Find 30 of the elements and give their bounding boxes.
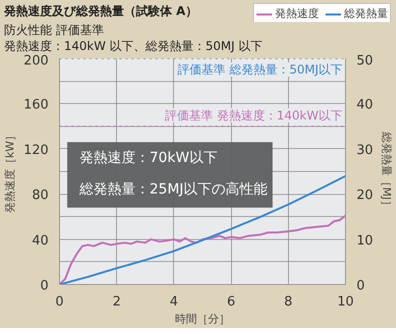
x-tick-label: 8	[284, 294, 292, 310]
x-tick-label: 2	[112, 294, 121, 310]
y-axis-title: 発熱速度［kW］	[4, 130, 17, 214]
annotation: 総発熱量：25MJ以下の高性能	[78, 182, 268, 198]
ref-line-label: 評価基準 発熱速度：140kW以下	[164, 108, 343, 122]
ref-line-label: 評価基準 総発熱量：50MJ以下	[178, 62, 343, 76]
y-tick-label: 200	[24, 54, 49, 68]
y2-tick-label: 50	[356, 54, 374, 68]
y-tick-label: 160	[24, 98, 49, 113]
x-axis-title: 時間［分］	[175, 312, 230, 326]
y2-tick-label: 40	[356, 98, 374, 113]
y2-axis-title: 総発熱量［MJ］	[380, 131, 394, 211]
x-tick-label: 4	[170, 294, 178, 310]
annotation: 発熱速度：70kW以下	[80, 150, 218, 166]
y-tick-label: 120	[24, 142, 49, 158]
y2-tick-label: 20	[356, 188, 374, 204]
x-tick-label: 0	[55, 294, 64, 310]
legend-label: 発熱速度	[275, 6, 319, 21]
y2-tick-label: 30	[356, 142, 374, 158]
y-tick-label: 80	[32, 188, 49, 204]
chart-title: 発熱速度及び総発熱量（試験体 A）	[4, 3, 198, 20]
y2-tick-label: 0	[356, 278, 365, 294]
chart-subtitle: 防火性能 評価基準	[4, 22, 104, 38]
y-tick-label: 40	[32, 233, 49, 248]
legend-label: 総発熱量	[344, 6, 388, 21]
y-tick-label: 0	[40, 278, 49, 294]
text: 発熱速度：140kW 以下、総発熱量：50MJ 以下	[4, 38, 263, 54]
x-tick-label: 10	[337, 294, 354, 310]
y2-tick-label: 10	[356, 233, 374, 248]
x-tick-label: 6	[226, 294, 236, 310]
